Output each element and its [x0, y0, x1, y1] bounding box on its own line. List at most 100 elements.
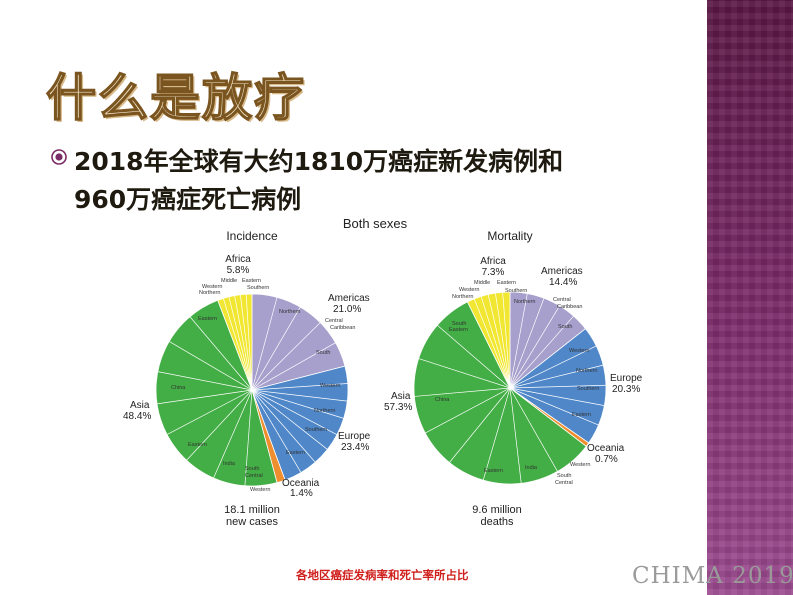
mort-sub-southern-eu: Southern	[577, 386, 599, 392]
mort-subdivision-line	[418, 358, 511, 389]
mort-total-line2: deaths	[480, 516, 514, 528]
mort-subdivision-line	[482, 387, 511, 481]
inc-sub-eastern-as2: Eastern	[188, 442, 207, 448]
mort-subdivision-line	[509, 345, 597, 389]
mort-subdivision-line	[509, 315, 574, 389]
inc-subdivision-line	[169, 341, 253, 391]
inc-asia-pct: 48.4%	[123, 411, 151, 422]
mort-sub-south-central1: South	[557, 473, 571, 479]
mort-sub-northern-eu: Northern	[576, 368, 597, 374]
mort-total-line1: 9.6 million	[472, 504, 522, 516]
inc-sub-south-central2: Central	[245, 473, 263, 479]
inc-sub-western-af: Western	[202, 284, 222, 290]
inc-subdivision-line	[166, 389, 253, 435]
inc-sub-south-am: South	[316, 350, 330, 356]
mort-subdivision-line	[509, 305, 560, 389]
inc-sub-caribbean: Caribbean	[330, 325, 355, 331]
inc-sub-western-eu: Western	[320, 383, 340, 389]
inc-oceania-pct: 1.4%	[290, 488, 313, 499]
mort-subdivision-line	[495, 293, 511, 389]
mort-sub-eastern-as: Eastern	[484, 468, 503, 474]
inc-sub-northern-am: Northern	[279, 309, 300, 315]
inc-subdivision-line	[251, 342, 336, 391]
inc-sub-northern-af: Northern	[199, 290, 220, 296]
figure-caption: 各地区癌症发病率和死亡率所占比	[296, 568, 469, 582]
mortality-pie	[413, 291, 607, 485]
mort-slice-americas	[509, 291, 587, 389]
mort-slice-africa	[466, 291, 511, 389]
mort-asia-pct: 57.3%	[384, 402, 412, 413]
inc-slice-asia	[155, 299, 278, 487]
inc-sub-india: India	[223, 461, 236, 467]
inc-subdivision-line	[251, 389, 348, 402]
mort-sub-northern-am: Northern	[514, 299, 535, 305]
mort-subdivision-line	[425, 387, 511, 434]
mort-sub-south-am: South	[558, 324, 572, 330]
inc-total-line1: 18.1 million	[224, 504, 280, 516]
incidence-pie	[155, 293, 349, 487]
mort-oceania-pct: 0.7%	[595, 454, 618, 465]
inc-sub-northern-eu: Northern	[314, 408, 335, 414]
inc-africa-pct: 5.8%	[227, 265, 250, 276]
mort-subdivision-line	[449, 387, 511, 463]
mort-subdivision-line	[473, 298, 511, 389]
incidence-title: Incidence	[226, 229, 278, 243]
inc-subdivision-line	[157, 371, 253, 391]
mort-subdivision-line	[509, 293, 528, 389]
inc-sub-southern-af: Southern	[247, 285, 269, 291]
inc-asia-label: Asia	[130, 400, 150, 411]
mort-subdivision-line	[509, 298, 545, 389]
mort-sub-middle: Middle	[474, 280, 490, 286]
mort-subdivision-line	[509, 387, 599, 426]
slide-title: 什么是放疗	[45, 68, 306, 128]
inc-americas-label: Americas	[328, 293, 370, 304]
inc-sub-southern-eu: Southern	[305, 427, 327, 433]
inc-sub-china: China	[171, 385, 186, 391]
mort-sub-western-af: Western	[459, 287, 479, 293]
mortality-labels: Africa 7.3% Americas 14.4% Asia 57.3% Eu…	[384, 256, 643, 528]
inc-sub-eastern-as: Eastern	[198, 316, 217, 322]
inc-subdivision-line	[251, 297, 278, 391]
mort-subdivision-line	[480, 296, 511, 389]
inc-subdivision-line	[228, 296, 253, 391]
bullet-icon	[51, 149, 67, 165]
inc-africa-label: Africa	[225, 254, 251, 265]
mort-sub-northern-af: Northern	[452, 294, 473, 300]
inc-subdivision-line	[222, 298, 253, 391]
inc-subdivision-line	[213, 389, 253, 479]
figure-header: Both sexes	[343, 216, 408, 231]
inc-subdivision-line	[251, 383, 348, 391]
mort-sub-western-as: Western	[570, 462, 590, 468]
cancer-pie-figure: Both sexes Incidence Africa 5.8% America…	[123, 216, 643, 528]
mort-africa-pct: 7.3%	[482, 267, 505, 278]
mort-subdivision-line	[414, 387, 511, 397]
mort-subdivision-line	[437, 325, 511, 389]
mort-sub-eastern-eu: Eastern	[572, 412, 591, 418]
mort-subdivision-line	[509, 387, 605, 406]
mort-sub-southern-af: Southern	[505, 288, 527, 294]
inc-subdivision-line	[251, 306, 301, 391]
inc-subdivision-line	[251, 322, 321, 391]
mort-americas-label: Americas	[541, 266, 583, 277]
inc-sub-eastern-eu: Eastern	[286, 450, 305, 456]
mort-subdivision-line	[509, 364, 604, 389]
inc-subdivision-line	[240, 294, 253, 391]
mort-africa-label: Africa	[480, 256, 506, 267]
mort-oceania-label: Oceania	[587, 443, 625, 454]
inc-subdivision-line	[186, 389, 253, 461]
inc-sub-eastern-af: Eastern	[242, 278, 261, 284]
inc-subdivision-line	[156, 389, 253, 405]
mort-sub-china: China	[435, 397, 450, 403]
mort-sub-western-eu: Western	[569, 348, 589, 354]
mort-subdivision-line	[487, 294, 511, 389]
mort-subdivision-line	[509, 387, 522, 484]
inc-subdivision-line	[251, 389, 344, 419]
inc-subdivision-line	[244, 389, 253, 486]
mort-europe-label: Europe	[610, 373, 643, 384]
inc-total-line2: new cases	[226, 516, 278, 528]
mort-subdivision-line	[509, 384, 606, 389]
inc-slice-americas	[251, 293, 346, 391]
bullet-text: 2018年全球有大约1810万癌症新发病例和 960万癌症死亡病例	[74, 143, 674, 219]
inc-americas-pct: 21.0%	[333, 304, 361, 315]
inc-sub-south-central1: South	[245, 466, 259, 472]
